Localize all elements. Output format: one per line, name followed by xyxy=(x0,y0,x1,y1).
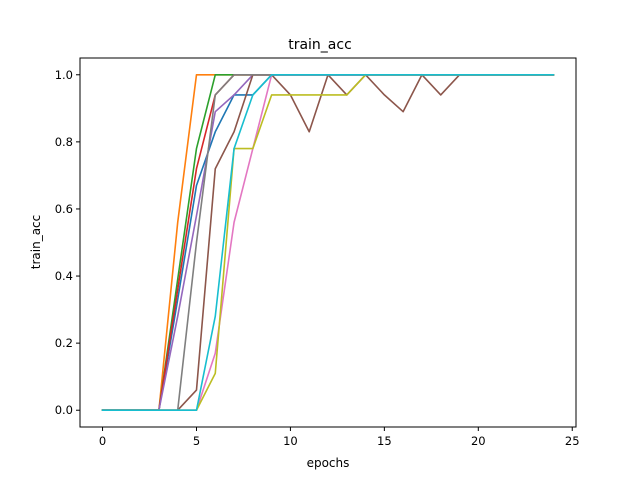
y-tick-label: 0.8 xyxy=(55,135,73,149)
chart-title: train_acc xyxy=(288,37,352,53)
axes-layer: 0 5 10 15 20 25 0.0 0.2 0.4 0.6 0.8 1.0 xyxy=(55,57,580,448)
x-tick-label: 10 xyxy=(283,434,298,448)
axes-frame xyxy=(79,57,577,428)
series-line-10 xyxy=(101,73,555,412)
y-tick-label: 0.0 xyxy=(55,403,73,417)
x-tick-label: 5 xyxy=(193,434,200,448)
y-axis-label: train_acc xyxy=(29,215,43,269)
x-tick-label: 0 xyxy=(99,434,106,448)
x-tick-label: 15 xyxy=(377,434,392,448)
y-tick-label: 0.2 xyxy=(55,336,73,350)
x-axis-label: epochs xyxy=(307,456,350,470)
y-tick-label: 0.4 xyxy=(55,269,73,283)
x-tick-label: 25 xyxy=(565,434,580,448)
y-tick-label: 1.0 xyxy=(55,68,73,82)
series-layer xyxy=(101,73,555,412)
y-tick-label: 0.6 xyxy=(55,202,73,216)
x-tick-label: 20 xyxy=(471,434,486,448)
